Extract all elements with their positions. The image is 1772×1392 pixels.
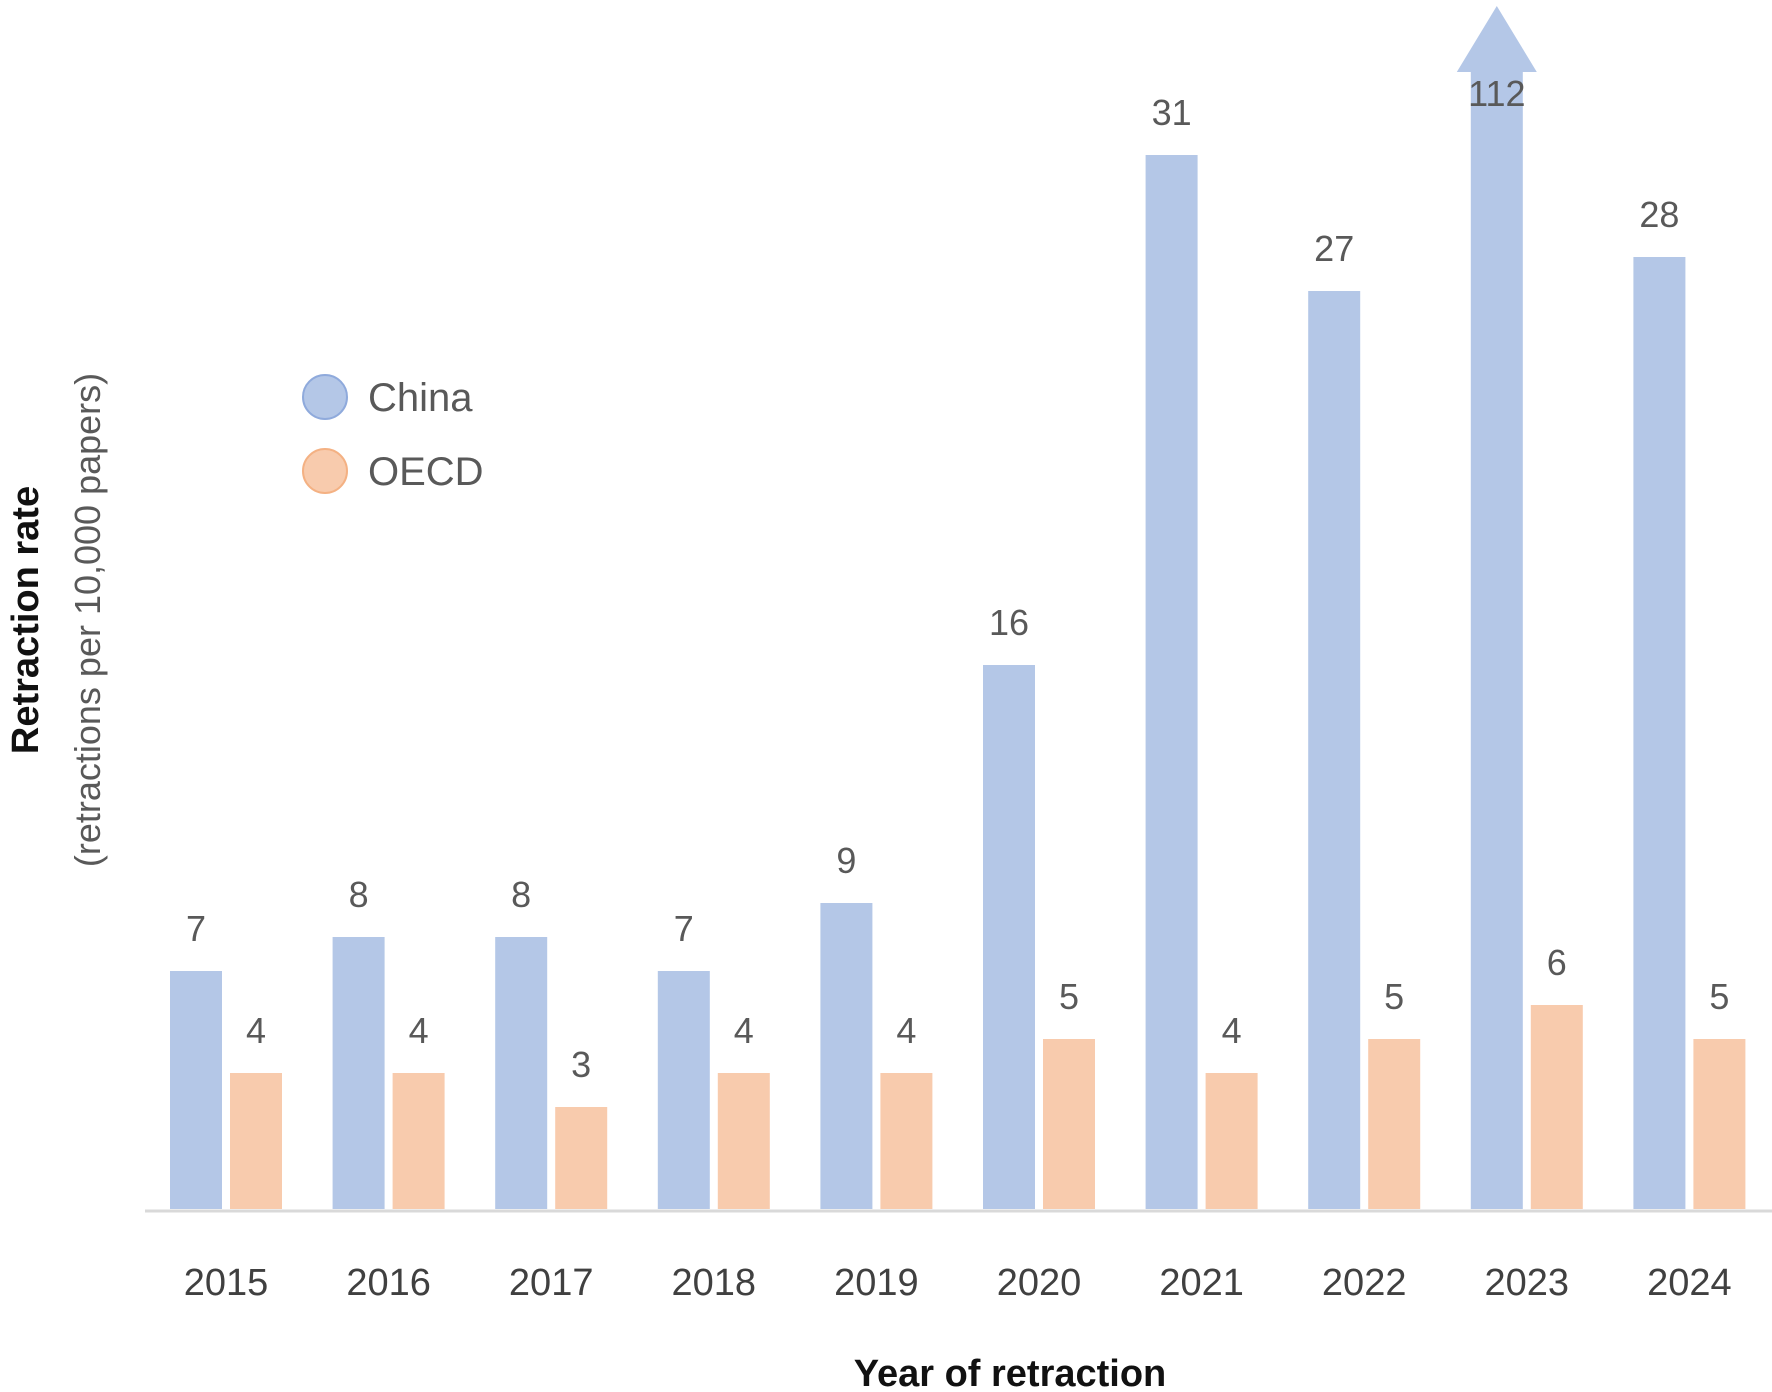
data-label-china-2017: 8 <box>511 874 531 915</box>
data-label-oecd-2017: 3 <box>571 1044 591 1085</box>
bar-china-2018 <box>657 971 710 1209</box>
x-tick-2016: 2016 <box>346 1262 431 1304</box>
data-label-china-2016: 8 <box>349 874 369 915</box>
x-tick-2015: 2015 <box>184 1262 269 1304</box>
x-axis-title: Year of retraction <box>854 1353 1167 1392</box>
x-tick-2021: 2021 <box>1159 1262 1244 1304</box>
bar-oecd-2024 <box>1693 1039 1746 1209</box>
data-label-oecd-2021: 4 <box>1222 1010 1242 1051</box>
legend-swatch-oecd <box>302 448 348 494</box>
bar-china-2015 <box>170 971 222 1209</box>
bar-china-2023 <box>1470 70 1523 1209</box>
data-label-oecd-2022: 5 <box>1384 976 1404 1017</box>
bar-oecd-2022 <box>1368 1039 1421 1209</box>
data-label-oecd-2024: 5 <box>1709 976 1729 1017</box>
data-label-oecd-2016: 4 <box>409 1010 429 1051</box>
data-label-oecd-2020: 5 <box>1059 976 1079 1017</box>
bars-layer: 7 4 8 4 8 3 7 4 9 4 16 5 31 4 27 5 112 6 28 5 <box>170 6 1746 1209</box>
bar-oecd-2016 <box>392 1073 445 1209</box>
y-axis-subtitle: (retractions per 10,000 papers) <box>67 373 108 867</box>
data-label-china-2023: 112 <box>1468 73 1525 114</box>
bar-china-2024 <box>1633 257 1686 1209</box>
legend: China OECD <box>302 374 484 494</box>
legend-label-china: China <box>368 376 473 420</box>
data-label-china-2022: 27 <box>1314 228 1354 269</box>
legend-label-oecd: OECD <box>368 450 484 494</box>
bar-china-2017 <box>495 937 548 1209</box>
data-label-oecd-2019: 4 <box>896 1010 916 1051</box>
x-tick-2024: 2024 <box>1647 1262 1732 1304</box>
bar-oecd-2020 <box>1043 1039 1095 1209</box>
y-axis-title: Retraction rate <box>5 486 47 754</box>
data-label-china-2015: 7 <box>186 908 206 949</box>
bar-oecd-2018 <box>717 1073 770 1209</box>
x-tick-2017: 2017 <box>509 1262 594 1304</box>
bar-oecd-2017 <box>555 1107 608 1209</box>
data-label-china-2021: 31 <box>1152 92 1192 133</box>
overflow-arrow-icon <box>1456 6 1537 72</box>
legend-swatch-china <box>302 374 348 420</box>
data-label-china-2018: 7 <box>674 908 694 949</box>
bar-oecd-2023 <box>1530 1005 1583 1209</box>
data-label-oecd-2018: 4 <box>734 1010 754 1051</box>
data-label-china-2019: 9 <box>836 840 856 881</box>
data-label-china-2024: 28 <box>1639 194 1679 235</box>
bar-china-2021 <box>1145 155 1198 1209</box>
data-label-china-2020: 16 <box>989 602 1029 643</box>
bar-china-2016 <box>332 937 385 1209</box>
data-label-oecd-2023: 6 <box>1547 942 1567 983</box>
x-tick-2022: 2022 <box>1322 1262 1407 1304</box>
bar-china-2022 <box>1308 291 1361 1209</box>
x-tick-2023: 2023 <box>1485 1262 1570 1304</box>
bar-china-2019 <box>820 903 873 1209</box>
x-tick-2020: 2020 <box>997 1262 1082 1304</box>
bar-oecd-2015 <box>230 1073 282 1209</box>
bar-oecd-2019 <box>880 1073 933 1209</box>
x-tick-labels: 2015 2016 2017 2018 2019 2020 2021 2022 2023 2024 <box>184 1262 1732 1304</box>
bar-china-2020 <box>983 665 1035 1209</box>
x-tick-2019: 2019 <box>834 1262 919 1304</box>
x-tick-2018: 2018 <box>672 1262 757 1304</box>
bar-oecd-2021 <box>1205 1073 1258 1209</box>
data-label-oecd-2015: 4 <box>246 1010 266 1051</box>
